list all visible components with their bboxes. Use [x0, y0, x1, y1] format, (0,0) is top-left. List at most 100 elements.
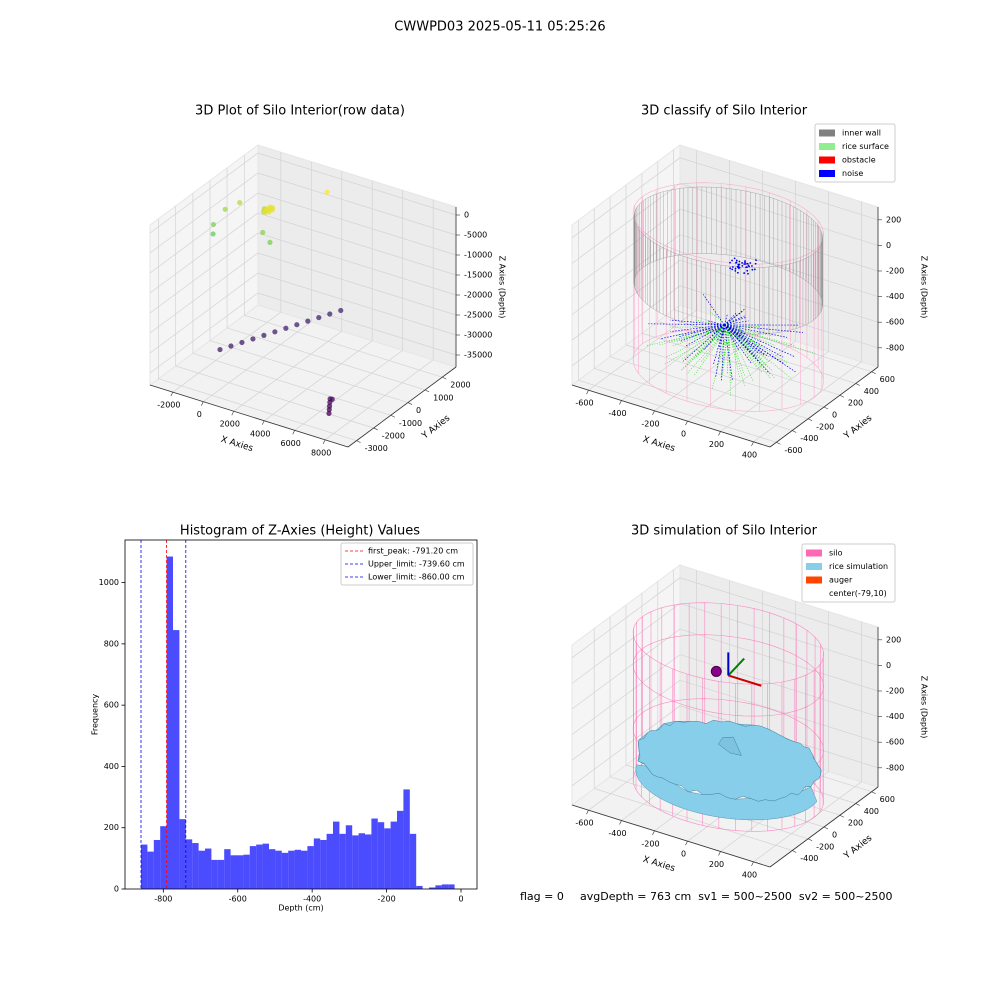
decoration-noise-dot [738, 260, 741, 263]
x-grid-line [687, 181, 796, 422]
y-grid-line [673, 149, 872, 373]
legend-label: Lower_limit: -860.00 cm [368, 573, 465, 582]
y-tick-label: 400 [104, 762, 119, 771]
decoration-noise-streak [724, 324, 740, 352]
y-tick-label: -2000 [382, 431, 405, 440]
decoration-rice-streak [728, 326, 816, 354]
x-axis-line [571, 384, 771, 448]
decoration-rice-streak [668, 326, 729, 342]
y-grid-line [175, 206, 374, 429]
y-grid-line [657, 161, 856, 384]
x-tick-label: 2000 [220, 420, 240, 429]
histogram-bar [333, 821, 340, 889]
x-tick [652, 410, 655, 415]
z-grid-line [571, 183, 879, 264]
y-tick-label: 2000 [450, 381, 470, 390]
decoration-noise-dot [754, 262, 757, 265]
x-tick-label: 400 [742, 450, 757, 459]
histogram-bar [173, 630, 180, 889]
decoration-noise-streak [648, 323, 725, 326]
data-point [210, 231, 216, 237]
decoration-noise-streak [723, 324, 733, 381]
histogram-bar [384, 828, 391, 889]
decoration-noise-dot [737, 266, 740, 269]
data-point [261, 332, 267, 338]
y-grid-line [578, 220, 777, 443]
decoration-noise-streak [724, 324, 784, 358]
y-tick [823, 406, 829, 410]
decoration-axis-arrow [728, 674, 762, 687]
x-tick-label: -600 [575, 819, 593, 828]
plot-frame [124, 539, 478, 890]
z-tick-label: -200 [886, 267, 904, 276]
y-tick [871, 791, 876, 794]
decoration-rice-streak [728, 326, 760, 347]
decoration-rice-streak [728, 326, 764, 349]
decoration-noise-streak [679, 324, 725, 342]
x-tick [322, 439, 326, 444]
z-tick-label: -800 [886, 763, 904, 772]
histogram-bar [205, 848, 212, 889]
x-tick [619, 820, 622, 825]
decoration-rice-streak [728, 326, 771, 364]
decoration-noise-dot [744, 260, 746, 262]
x-tick [619, 400, 622, 405]
legend-label: rice surface [842, 142, 889, 151]
histogram-bar [448, 884, 455, 889]
histogram-bar [403, 789, 410, 889]
decoration-rice-streak [728, 326, 767, 367]
z-grid-line [149, 252, 457, 334]
histogram-bar [441, 884, 449, 889]
y-tick-label: 0 [832, 411, 837, 420]
z-axis-label: Z Axies (Depth) [498, 256, 507, 319]
x-axis-label: Depth (cm) [278, 904, 323, 913]
decoration-noise-dot [745, 266, 748, 268]
chart-title: 3D simulation of Silo Interior [631, 524, 818, 539]
decoration-rice-streak [728, 326, 772, 380]
data-point [272, 329, 278, 335]
y-tick [839, 394, 845, 398]
histogram-bar [301, 850, 308, 889]
histogram-bar [365, 834, 372, 889]
y-tick-label: -200 [816, 422, 834, 431]
decoration-noise-streak [724, 316, 748, 326]
decoration-noise-streak [670, 324, 725, 332]
y-tick-label: 600 [880, 795, 895, 804]
y-tick-label: 200 [848, 399, 863, 408]
y-axis-line [769, 786, 879, 868]
decoration-noise-dot [741, 261, 743, 264]
decoration-noise-dot [751, 265, 753, 267]
legend-box [340, 542, 474, 586]
y-tick-label: -600 [784, 446, 802, 455]
decoration-noise-dot [734, 269, 737, 272]
histogram-bar [179, 819, 186, 889]
x-tick [170, 392, 174, 397]
decoration-noise-dot [747, 264, 750, 267]
z-tick-label: -15000 [464, 271, 492, 280]
decoration-noise-streak [721, 324, 725, 382]
x-tick-label: -600 [229, 895, 247, 904]
decoration-rice-streak [646, 326, 729, 347]
x-tick-label: -200 [378, 895, 396, 904]
decoration-noise-dot [751, 268, 754, 271]
z-grid-line [571, 679, 879, 761]
z-axis-label: Z Axies (Depth) [920, 676, 929, 739]
chart-title: 3D classify of Silo Interior [641, 104, 808, 119]
data-point [250, 336, 256, 342]
y-tick [373, 427, 378, 431]
data-point [228, 343, 234, 349]
x-axis-line [149, 384, 349, 448]
histogram-bar [198, 850, 205, 889]
y-tick [425, 389, 430, 393]
decoration-noise-streak [703, 324, 725, 351]
y-grid-line [609, 196, 809, 420]
z-grid-line [571, 157, 879, 239]
chart-title: Histogram of Z-Axies (Height) Values [180, 524, 420, 539]
histogram-bar [429, 887, 436, 889]
decoration-rice-streak [728, 327, 731, 397]
x-tick [685, 421, 688, 426]
y-tick-label: 1000 [433, 393, 453, 402]
histogram-bar [249, 846, 257, 889]
data-point [327, 311, 333, 317]
x-tick [751, 861, 754, 866]
